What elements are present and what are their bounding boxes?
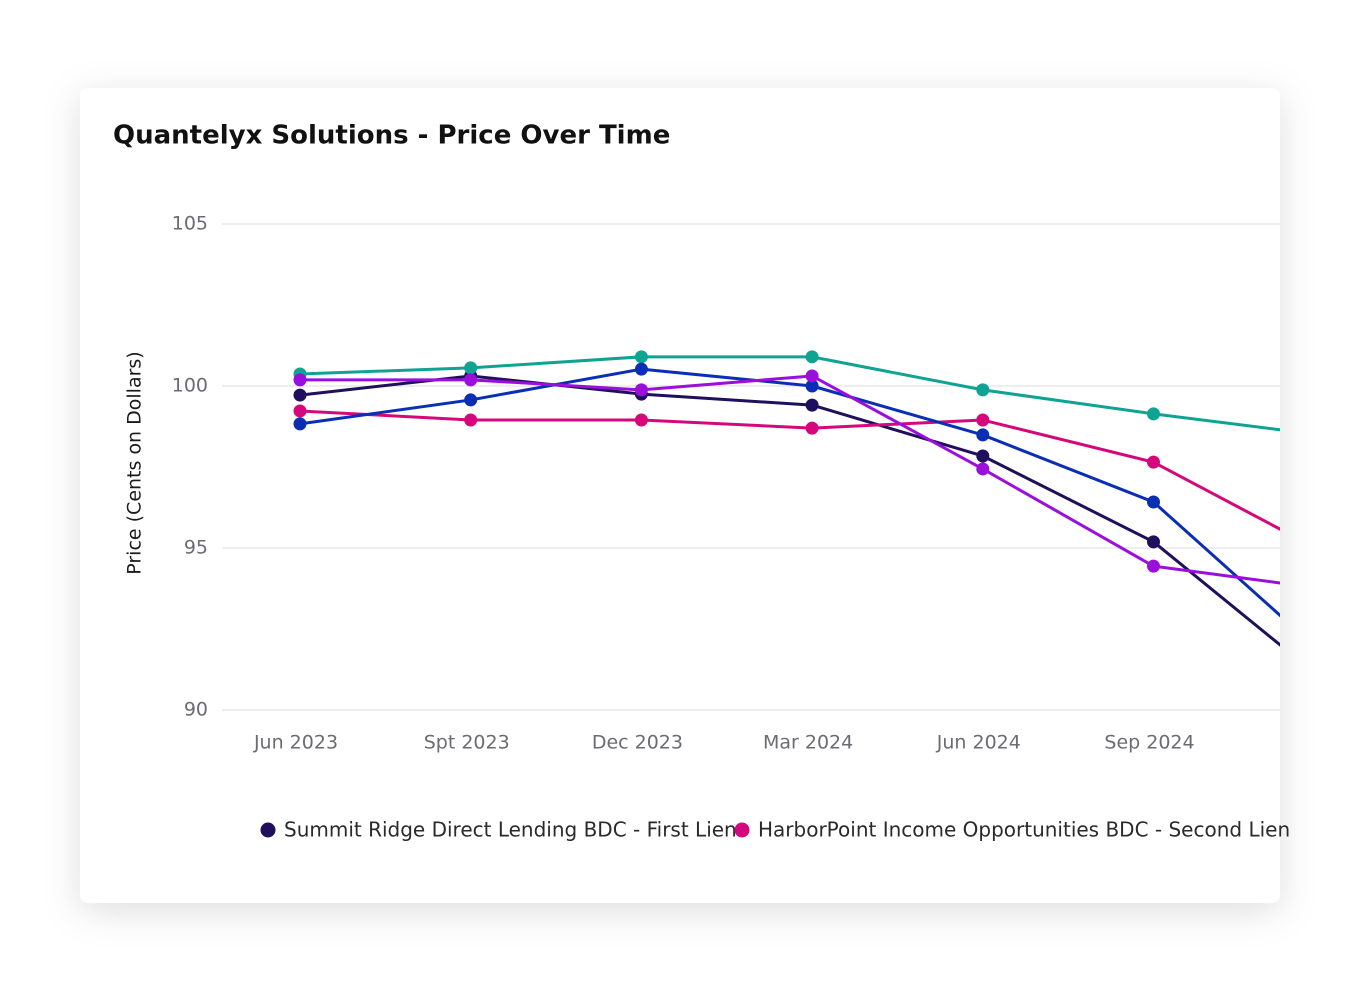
y-tick-label: 105 xyxy=(172,213,208,235)
data-point xyxy=(805,369,819,383)
data-point xyxy=(1318,648,1331,661)
legend-marker xyxy=(734,822,750,838)
data-point xyxy=(805,350,819,364)
data-point xyxy=(464,373,478,387)
data-point xyxy=(1147,495,1160,509)
y-tick-label: 90 xyxy=(184,699,208,721)
plot-area xyxy=(222,223,1331,711)
x-tick-label: Jun 2024 xyxy=(936,732,1021,754)
data-point xyxy=(1147,535,1160,549)
data-point xyxy=(1318,582,1331,595)
data-point xyxy=(976,449,990,463)
data-point xyxy=(1318,546,1331,559)
x-tick-label: Jun 2023 xyxy=(253,732,338,754)
data-point xyxy=(464,393,478,407)
card xyxy=(80,88,1280,903)
data-point xyxy=(1147,407,1160,421)
y-axis-title: Price (Cents on Dollars) xyxy=(124,351,146,574)
data-point xyxy=(634,383,648,397)
data-point xyxy=(293,404,307,418)
data-point xyxy=(634,350,648,364)
data-point xyxy=(293,417,307,431)
data-point xyxy=(976,383,990,397)
data-point xyxy=(805,379,819,393)
data-point xyxy=(1147,559,1160,573)
data-point xyxy=(1318,674,1331,687)
data-point xyxy=(634,413,648,427)
data-point xyxy=(976,428,990,442)
data-point xyxy=(1318,429,1331,442)
data-point xyxy=(976,413,990,427)
legend-label: HarborPoint Income Opportunities BDC - S… xyxy=(758,818,1290,842)
data-point xyxy=(293,373,307,387)
data-point xyxy=(464,413,478,427)
x-tick-label: Dec 2023 xyxy=(592,732,683,754)
y-tick-label: 95 xyxy=(184,537,208,559)
x-tick-label: Sep 2024 xyxy=(1104,732,1194,754)
legend-marker xyxy=(260,822,276,838)
data-point xyxy=(1147,455,1160,469)
data-point xyxy=(464,361,478,375)
data-point xyxy=(805,421,819,435)
x-tick-label: Spt 2023 xyxy=(424,732,510,754)
chart-title: Quantelyx Solutions - Price Over Time xyxy=(113,121,670,151)
data-point xyxy=(293,388,307,402)
x-tick-label: Mar 2024 xyxy=(763,732,853,754)
data-point xyxy=(976,462,990,476)
data-point xyxy=(634,362,648,376)
data-point xyxy=(805,398,819,412)
legend-label: Summit Ridge Direct Lending BDC - First … xyxy=(284,818,737,842)
y-tick-label: 100 xyxy=(172,375,208,397)
